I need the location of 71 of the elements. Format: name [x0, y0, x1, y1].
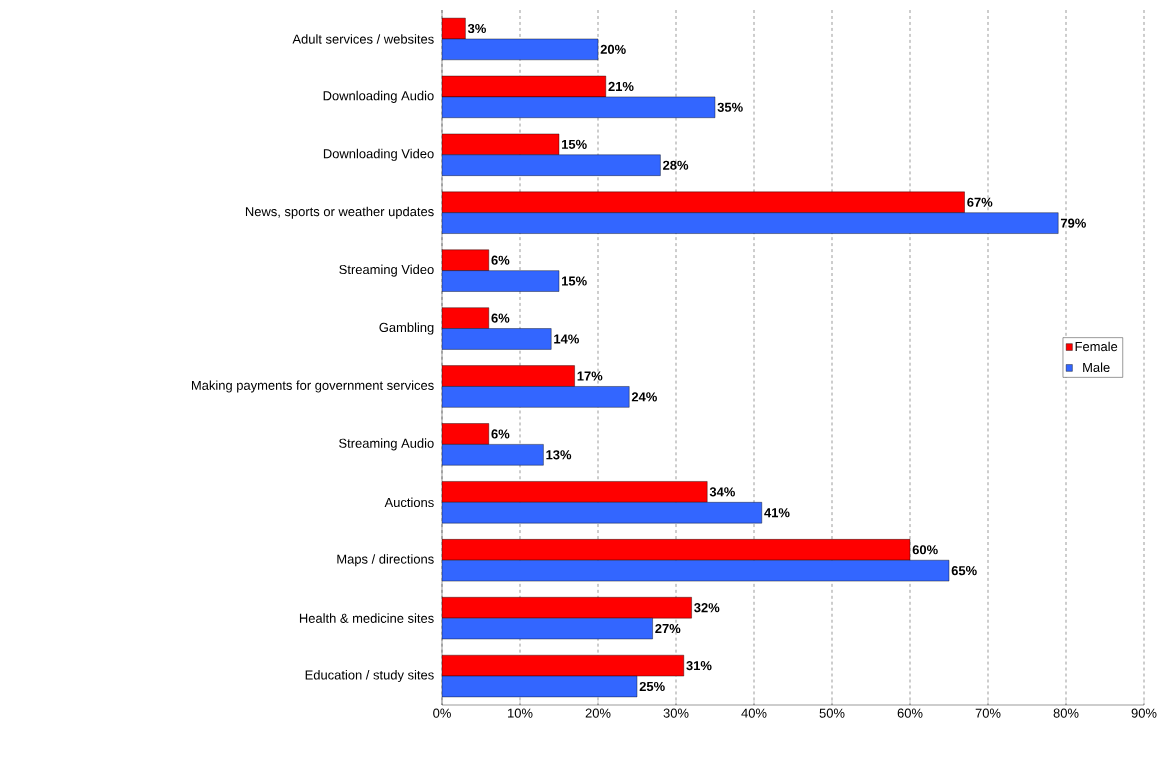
bar [442, 191, 965, 213]
data-label: 17% [577, 371, 603, 381]
data-label: 15% [562, 139, 587, 149]
data-label: 31% [686, 661, 712, 671]
y-tick-label: Gambling [379, 322, 434, 335]
bar [442, 597, 692, 619]
x-tick-label: 30% [663, 708, 689, 718]
y-tick-label: Health & medicine sites [299, 613, 434, 623]
x-tick-label: 90% [1131, 708, 1157, 718]
data-label: 28% [663, 160, 689, 170]
data-label: 27% [655, 623, 681, 634]
data-label: 25% [639, 681, 665, 692]
x-tick-label: 50% [819, 708, 845, 718]
bar [442, 675, 638, 698]
data-label: 24% [631, 392, 657, 402]
data-label: 34% [709, 487, 735, 497]
y-tick-label: Education / study sites [305, 670, 434, 683]
bar [442, 617, 653, 640]
bar [442, 133, 560, 155]
data-label: 14% [554, 334, 579, 344]
x-tick-label: 0% [433, 708, 451, 718]
y-tick-label: Auctions [384, 497, 434, 508]
bar [442, 212, 1059, 234]
bar [442, 96, 716, 118]
y-tick-label: Downloading Video [323, 148, 434, 161]
y-tick-label: News, sports or weather updates [245, 206, 434, 219]
data-label: 3% [467, 23, 486, 34]
x-tick-label: 80% [1053, 708, 1079, 718]
y-tick-label: Streaming Audio [339, 438, 434, 451]
bar [442, 154, 661, 176]
data-label: 20% [600, 44, 626, 54]
data-label: 60% [912, 545, 938, 555]
bar [442, 365, 575, 387]
x-tick-label: 70% [975, 708, 1001, 718]
data-label: 41% [764, 508, 790, 518]
data-label: 65% [951, 566, 977, 576]
bar [442, 560, 950, 582]
bar [442, 307, 489, 329]
bar [442, 328, 552, 350]
bar [442, 481, 708, 503]
bar [442, 75, 606, 98]
data-label: 13% [546, 450, 572, 460]
data-label: 35% [717, 102, 743, 112]
x-tick-label: 20% [585, 708, 611, 718]
data-label: 6% [491, 429, 510, 439]
legend-label: Female [1075, 341, 1118, 352]
y-tick-label: Maps / directions [337, 554, 434, 567]
data-label: 32% [694, 603, 720, 613]
y-tick-label: Making payments for government services [191, 380, 434, 393]
x-tick-label: 60% [897, 708, 923, 718]
bar [442, 270, 560, 292]
bar [442, 655, 684, 677]
bar [442, 249, 489, 271]
bar [442, 38, 599, 61]
bar [442, 423, 489, 445]
x-tick-label: 10% [508, 708, 533, 718]
bar [442, 502, 762, 524]
bar [442, 539, 911, 561]
y-tick-label: Adult services / websites [292, 34, 434, 44]
bar [442, 386, 630, 408]
bar [442, 444, 544, 466]
data-label: 79% [1060, 218, 1086, 228]
legend-label: Male [1083, 362, 1110, 373]
data-label: 6% [491, 313, 510, 323]
y-tick-label: Streaming Video [339, 264, 434, 277]
x-tick-label: 40% [741, 708, 767, 718]
data-label: 15% [562, 276, 587, 286]
y-tick-label: Downloading Audio [323, 90, 434, 103]
data-label: 6% [491, 255, 510, 265]
data-label: 67% [967, 197, 993, 207]
data-label: 21% [608, 81, 634, 92]
